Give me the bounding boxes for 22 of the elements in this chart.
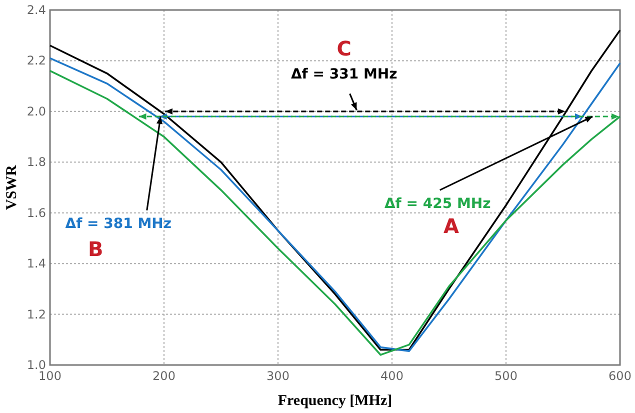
y-tick-label: 1.6: [26, 206, 46, 220]
annotation: C: [336, 36, 352, 61]
x-tick-label: 400: [380, 369, 404, 383]
x-tick-label: 200: [152, 369, 176, 383]
annotation: A: [444, 214, 460, 238]
annotation: Δf = 425 MHz: [384, 196, 491, 212]
y-tick-label: 1.4: [26, 256, 46, 271]
y-tick-label: 1.8: [26, 155, 46, 170]
y-axis-title: VSWR: [4, 164, 20, 210]
x-tick-label: 500: [494, 369, 518, 383]
y-tick-label: 1.0: [26, 358, 46, 372]
x-tick-label: 600: [608, 369, 632, 383]
y-tick-label: 2.4: [26, 3, 46, 17]
annotation: Δf = 331 MHz: [290, 66, 398, 82]
annotation: Δf = 381 MHz: [65, 216, 172, 232]
y-tick-label: 2.0: [26, 104, 46, 118]
x-tick-label: 100: [38, 369, 62, 383]
y-tick-label: 2.2: [26, 54, 46, 68]
x-axis-title: Frequency [MHz]: [278, 393, 392, 409]
y-tick-label: 1.2: [26, 307, 46, 322]
x-tick-label: 300: [266, 369, 290, 383]
annotation: B: [88, 236, 104, 261]
